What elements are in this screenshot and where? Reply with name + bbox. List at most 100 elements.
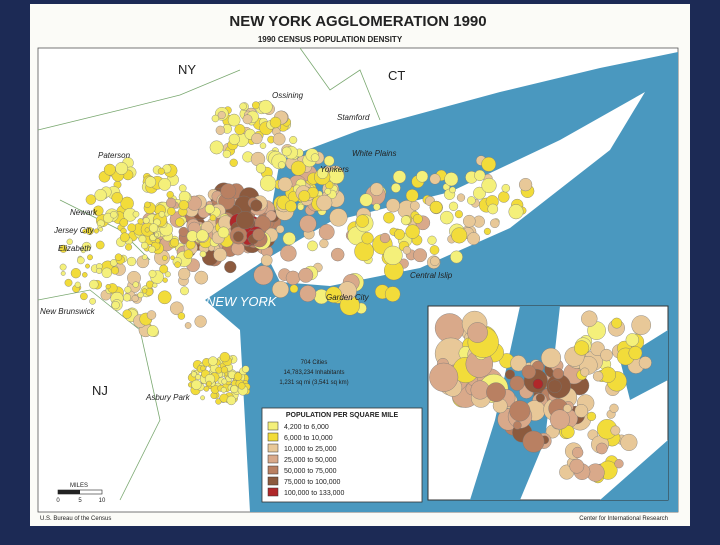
city-circle [144, 176, 157, 188]
city-circle [251, 101, 260, 110]
city-circle [158, 178, 171, 191]
city-circle [164, 271, 171, 278]
city-circle [142, 217, 150, 224]
city-circle [166, 191, 174, 199]
city-circle [177, 312, 186, 320]
city-circle [122, 293, 131, 302]
legend-label: 4,200 to 6,000 [284, 424, 329, 431]
city-circle [281, 146, 292, 157]
city-circle [220, 183, 237, 200]
city-circle [454, 210, 463, 219]
city-circle [60, 270, 66, 276]
city-circle [204, 203, 215, 214]
city-circle [74, 281, 81, 288]
city-circle [178, 267, 191, 281]
city-circle [178, 200, 189, 211]
city-circle [513, 421, 522, 430]
place-label: New Brunswick [40, 307, 96, 316]
city-circle [180, 286, 189, 296]
city-circle [487, 203, 499, 215]
place-label: Stamford [337, 113, 370, 122]
subtitle: 1990 CENSUS POPULATION DENSITY [258, 35, 403, 44]
state-label: CT [388, 68, 405, 83]
city-circle [522, 430, 545, 453]
credit: U.S. Bureau of the Census [40, 516, 111, 522]
city-circle [119, 218, 129, 227]
city-circle [405, 224, 420, 239]
city-circle [236, 211, 255, 230]
city-circle [170, 255, 175, 261]
scale-bar-fill [58, 490, 80, 494]
city-circle [142, 288, 148, 294]
city-circle [221, 378, 228, 385]
city-circle [324, 188, 332, 195]
city-circle [331, 247, 345, 262]
city-circle [310, 153, 320, 162]
city-circle [167, 207, 176, 216]
city-circle [361, 232, 374, 245]
legend-label: 100,000 to 133,000 [284, 490, 344, 497]
place-label: Paterson [98, 151, 131, 160]
city-circle [162, 277, 168, 283]
city-circle [318, 224, 335, 240]
city-circle [508, 204, 524, 220]
city-circle [226, 395, 237, 406]
city-circle [137, 291, 144, 299]
city-circle [146, 325, 159, 337]
city-circle [145, 280, 154, 289]
city-circle [183, 249, 194, 260]
city-circle [609, 403, 619, 413]
city-circle [94, 189, 107, 202]
city-circle [141, 254, 148, 260]
city-circle [586, 411, 597, 422]
summary: 14,783,234 Inhabitants [283, 370, 344, 376]
city-circle [269, 116, 282, 129]
city-circle [429, 245, 440, 255]
city-circle [144, 227, 150, 233]
inset-water [600, 440, 668, 500]
city-circle [297, 203, 305, 211]
city-circle [290, 160, 306, 176]
city-circle [532, 378, 544, 390]
city-circle [222, 149, 231, 159]
city-circle [219, 352, 230, 363]
city-circle [509, 400, 531, 422]
city-circle [132, 210, 140, 218]
city-circle [552, 368, 564, 380]
city-circle [510, 355, 527, 372]
city-circle [354, 241, 374, 262]
city-circle [638, 356, 652, 370]
place-label: Yonkers [320, 165, 349, 174]
city-circle [217, 226, 230, 239]
city-circle [253, 265, 274, 286]
place-label: Ossining [272, 91, 304, 100]
city-circle [412, 213, 423, 224]
city-circle [631, 315, 652, 335]
city-circle [98, 226, 104, 232]
city-circle [259, 142, 267, 149]
city-circle [103, 163, 116, 176]
city-circle [284, 200, 297, 213]
city-label: NEW YORK [206, 294, 278, 309]
summary: 1,231 sq mi (3,541 sq km) [279, 380, 348, 386]
city-circle [105, 284, 111, 290]
city-circle [184, 322, 192, 329]
city-circle [149, 223, 159, 233]
city-circle [563, 404, 572, 413]
city-circle [159, 264, 169, 274]
credit: Center for International Research [579, 516, 668, 522]
city-circle [625, 333, 639, 347]
city-circle [127, 223, 136, 232]
city-circle [319, 238, 329, 249]
city-circle [282, 232, 296, 246]
city-circle [392, 170, 407, 184]
legend-title: POPULATION PER SQUARE MILE [286, 412, 399, 419]
legend-label: 75,000 to 100,000 [284, 479, 341, 486]
city-circle [80, 292, 88, 301]
city-circle [190, 371, 197, 378]
summary: 704 Cities [301, 360, 328, 366]
city-circle [509, 375, 525, 391]
scale-tick: 10 [99, 498, 106, 504]
city-circle [402, 246, 412, 255]
city-circle [194, 270, 209, 285]
